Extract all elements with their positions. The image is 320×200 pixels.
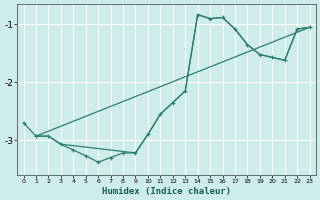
X-axis label: Humidex (Indice chaleur): Humidex (Indice chaleur) [102, 187, 231, 196]
